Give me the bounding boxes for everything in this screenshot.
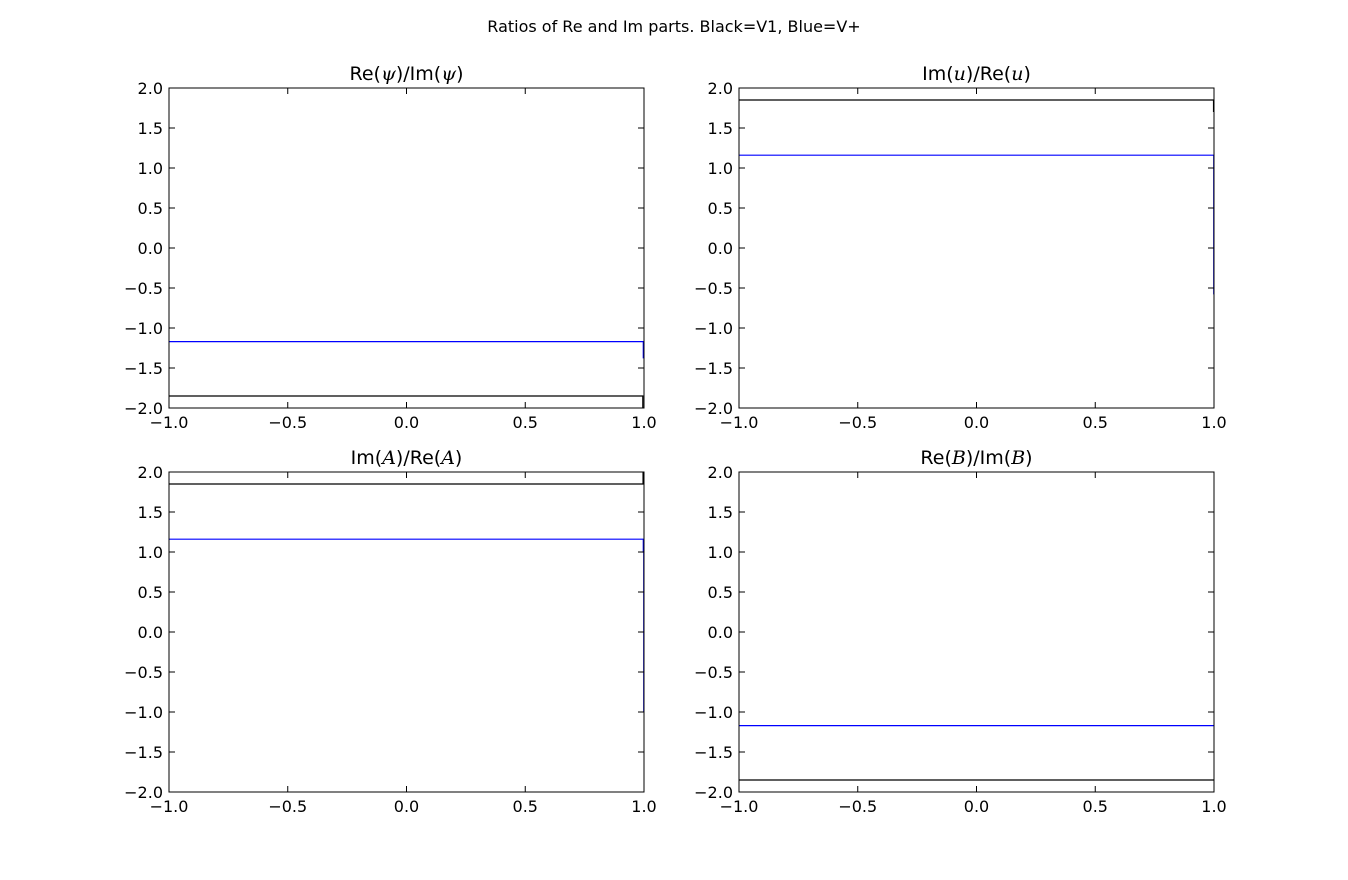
- im-a-over-re-a-xtick-label: 0.0: [394, 797, 419, 816]
- re-psi-over-im-psi-series-v1-line: [169, 395, 644, 408]
- re-b-over-im-b-ytick-label: 1.5: [708, 503, 733, 522]
- re-psi-over-im-psi-series-vplus-line: [169, 341, 644, 359]
- re-psi-over-im-psi-ytick-label: 2.0: [138, 79, 163, 98]
- re-psi-over-im-psi-xtick-label: −0.5: [268, 413, 307, 432]
- im-a-over-re-a-ytick-label: −0.5: [124, 663, 163, 682]
- im-a-over-re-a-ytick-label: −1.5: [124, 743, 163, 762]
- re-b-over-im-b-xtick-label: 0.5: [1083, 797, 1108, 816]
- re-psi-over-im-psi-ytick-label: 0.5: [138, 199, 163, 218]
- re-b-over-im-b-ytick-label: −2.0: [694, 783, 733, 802]
- im-u-over-re-u-xtick-label: −0.5: [838, 413, 877, 432]
- re-psi-over-im-psi-ytick-label: 0.0: [138, 239, 163, 258]
- figure-suptitle: Ratios of Re and Im parts. Black=V1, Blu…: [487, 17, 860, 36]
- re-b-over-im-b-xtick-label: 0.0: [964, 797, 989, 816]
- im-u-over-re-u-title: Im(u)/Re(u): [922, 63, 1031, 85]
- re-b-over-im-b-ytick-label: 2.0: [708, 463, 733, 482]
- im-u-over-re-u-xtick-label: 1.0: [1201, 413, 1226, 432]
- im-a-over-re-a-ytick-label: −2.0: [124, 783, 163, 802]
- im-u-over-re-u-ytick-label: 2.0: [708, 79, 733, 98]
- im-u-over-re-u-ytick-label: −2.0: [694, 399, 733, 418]
- im-u-over-re-u-xtick-label: 0.5: [1083, 413, 1108, 432]
- re-b-over-im-b-ytick-label: 0.0: [708, 623, 733, 642]
- re-b-over-im-b-ytick-label: −1.5: [694, 743, 733, 762]
- re-psi-over-im-psi-title: Re(ψ)/Im(ψ): [349, 63, 463, 85]
- re-b-over-im-b-ytick-label: −0.5: [694, 663, 733, 682]
- im-a-over-re-a-ytick-label: 0.5: [138, 583, 163, 602]
- re-psi-over-im-psi-xtick-label: 1.0: [631, 413, 656, 432]
- im-u-over-re-u-ytick-label: 0.0: [708, 239, 733, 258]
- im-a-over-re-a-xtick-label: 0.5: [513, 797, 538, 816]
- re-b-over-im-b-ytick-label: −1.0: [694, 703, 733, 722]
- im-a-over-re-a-series-v1-line: [169, 472, 644, 485]
- re-psi-over-im-psi-ytick-label: 1.0: [138, 159, 163, 178]
- im-a-over-re-a-xtick-label: −0.5: [268, 797, 307, 816]
- im-u-over-re-u-xtick-label: 0.0: [964, 413, 989, 432]
- re-b-over-im-b-title: Re(B)/Im(B): [920, 447, 1032, 469]
- im-a-over-re-a-ytick-label: 0.0: [138, 623, 163, 642]
- re-psi-over-im-psi-ytick-label: −1.5: [124, 359, 163, 378]
- subplots: −1.0 −0.5 0.0 0.5 1.0 −2.0 −1.5 −1.0 −0.5 0.0 0.5 1…: [124, 63, 1227, 816]
- subplot-im-a-over-re-a: −1.0 −0.5 0.0 0.5 1.0 −2.0 −1.5 −1.0 −0.5 0.0 0.5 1…: [124, 447, 657, 816]
- re-b-over-im-b-xtick-label: −1.0: [720, 797, 759, 816]
- re-psi-over-im-psi-ytick-label: 1.5: [138, 119, 163, 138]
- re-psi-over-im-psi-xtick-label: −1.0: [150, 413, 189, 432]
- re-psi-over-im-psi-ytick-label: −1.0: [124, 319, 163, 338]
- re-b-over-im-b-xtick-label: −0.5: [838, 797, 877, 816]
- re-b-over-im-b-ytick-label: 1.0: [708, 543, 733, 562]
- re-psi-over-im-psi-ytick-label: −2.0: [124, 399, 163, 418]
- im-u-over-re-u-ytick-label: −0.5: [694, 279, 733, 298]
- re-psi-over-im-psi-ytick-label: −0.5: [124, 279, 163, 298]
- re-psi-over-im-psi-xtick-label: 0.5: [513, 413, 538, 432]
- subplot-im-u-over-re-u: −1.0 −0.5 0.0 0.5 1.0 −2.0 −1.5 −1.0 −0.5 0.0 0.5 1…: [694, 63, 1227, 432]
- im-a-over-re-a-title: Im(A)/Re(A): [351, 447, 463, 469]
- im-u-over-re-u-ytick-label: −1.5: [694, 359, 733, 378]
- im-a-over-re-a-xtick-label: −1.0: [150, 797, 189, 816]
- re-b-over-im-b-xtick-label: 1.0: [1201, 797, 1226, 816]
- im-a-over-re-a-ytick-label: 2.0: [138, 463, 163, 482]
- im-u-over-re-u-ytick-label: 0.5: [708, 199, 733, 218]
- re-b-over-im-b-ytick-label: 0.5: [708, 583, 733, 602]
- re-psi-over-im-psi-xtick-label: 0.0: [394, 413, 419, 432]
- subplot-re-b-over-im-b: −1.0 −0.5 0.0 0.5 1.0 −2.0 −1.5 −1.0 −0.5 0.0 0.5 1…: [694, 447, 1227, 816]
- im-u-over-re-u-ytick-label: 1.5: [708, 119, 733, 138]
- im-u-over-re-u-ytick-label: −1.0: [694, 319, 733, 338]
- im-a-over-re-a-ytick-label: 1.5: [138, 503, 163, 522]
- im-a-over-re-a-ytick-label: −1.0: [124, 703, 163, 722]
- subplot-re-psi-over-im-psi: −1.0 −0.5 0.0 0.5 1.0 −2.0 −1.5 −1.0 −0.5 0.0 0.5 1…: [124, 63, 657, 432]
- im-u-over-re-u-ytick-label: 1.0: [708, 159, 733, 178]
- im-u-over-re-u-xtick-label: −1.0: [720, 413, 759, 432]
- im-a-over-re-a-ytick-label: 1.0: [138, 543, 163, 562]
- im-a-over-re-a-xtick-label: 1.0: [631, 797, 656, 816]
